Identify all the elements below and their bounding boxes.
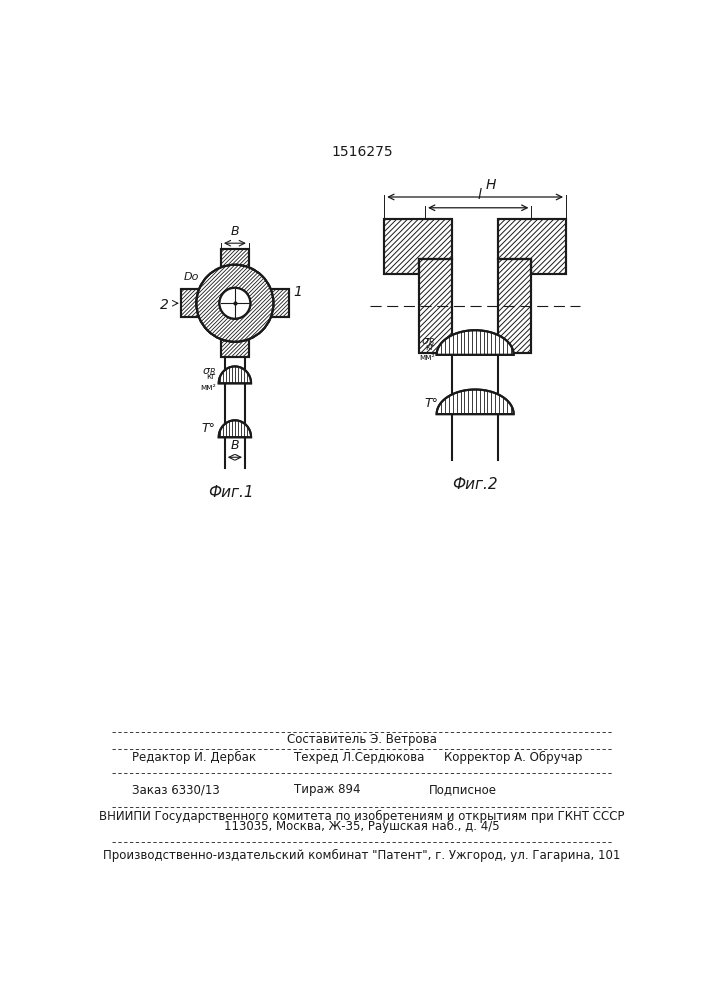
Text: Производственно-издательский комбинат "Патент", г. Ужгород, ул. Гагарина, 101: Производственно-издательский комбинат "П… (103, 849, 621, 862)
Text: Подписное: Подписное (429, 783, 497, 796)
Text: 1: 1 (293, 285, 303, 299)
Polygon shape (498, 219, 566, 274)
Text: $\sigma_B$: $\sigma_B$ (201, 367, 216, 378)
Text: Фиг.1: Фиг.1 (209, 485, 254, 500)
Text: кг
мм²: кг мм² (419, 343, 435, 362)
Polygon shape (385, 219, 452, 274)
Text: 1516275: 1516275 (331, 145, 393, 159)
Polygon shape (419, 259, 452, 353)
Text: Тираж 894: Тираж 894 (294, 783, 361, 796)
Text: H: H (485, 178, 496, 192)
Text: 113035, Москва, Ж-35, Раушская наб., д. 4/5: 113035, Москва, Ж-35, Раушская наб., д. … (224, 820, 500, 833)
Text: T°: T° (201, 422, 216, 434)
Text: B: B (230, 225, 239, 238)
Text: Техред Л.Сердюкова: Техред Л.Сердюкова (294, 751, 425, 764)
Polygon shape (221, 337, 249, 357)
Polygon shape (437, 390, 514, 414)
Text: Dc: Dc (240, 272, 255, 282)
Text: $\sigma_B$: $\sigma_B$ (421, 337, 435, 348)
Text: Редактор И. Дербак: Редактор И. Дербак (132, 751, 257, 764)
Polygon shape (221, 249, 249, 269)
Text: l: l (477, 188, 481, 202)
Polygon shape (437, 330, 514, 355)
Text: Заказ 6330/13: Заказ 6330/13 (132, 783, 221, 796)
Text: ВНИИПИ Государственного комитета по изобретениям и открытиям при ГКНТ СССР: ВНИИПИ Государственного комитета по изоб… (99, 810, 625, 823)
Circle shape (219, 288, 250, 319)
Polygon shape (181, 289, 201, 317)
Text: Составитель Э. Ветрова: Составитель Э. Ветрова (287, 733, 437, 746)
Text: кг
мм²: кг мм² (200, 372, 216, 392)
Circle shape (197, 265, 274, 342)
Text: Корректор А. Обручар: Корректор А. Обручар (444, 751, 583, 764)
Polygon shape (218, 420, 251, 437)
Polygon shape (498, 259, 532, 353)
Text: 2: 2 (160, 298, 169, 312)
Text: Do: Do (184, 272, 199, 282)
Polygon shape (269, 289, 288, 317)
Text: T°: T° (424, 397, 438, 410)
Text: Фиг.2: Фиг.2 (452, 477, 498, 492)
Text: B: B (230, 439, 239, 452)
Polygon shape (218, 366, 251, 383)
